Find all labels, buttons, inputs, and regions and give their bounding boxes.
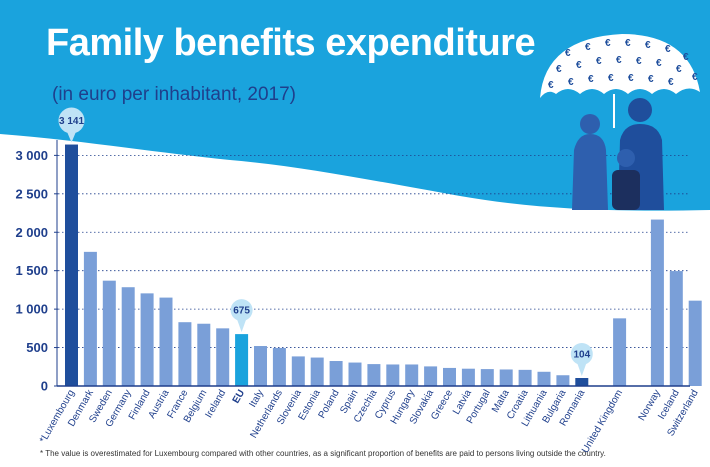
callout-pointer [576,362,587,377]
callout-bubble [570,343,593,366]
svg-text:€: € [585,42,591,53]
y-tick-label: 500 [26,340,48,355]
svg-text:€: € [668,77,674,88]
bar-romania [575,378,589,386]
bar-lithuania [537,371,551,386]
bar-eu [235,334,249,386]
bar-luxembourg [65,144,78,386]
bar-austria [159,297,173,386]
umbrella-canopy [540,34,700,98]
person-woman-head [580,114,600,134]
svg-text:€: € [645,40,651,51]
bar-greece [443,367,456,386]
svg-text:€: € [683,52,689,63]
svg-text:€: € [608,73,614,84]
svg-text:€: € [568,77,574,88]
svg-text:€: € [625,38,631,49]
umbrella-family-illustration: €€ € € € €€ € € € € € €€€ € € € € € € € [540,34,700,210]
y-tick-label: 3 000 [15,148,48,163]
bar-sweden [102,280,116,386]
bar-germany [121,287,135,386]
person-child-head [617,149,635,167]
bar-hungary [405,364,419,386]
svg-text:€: € [692,72,698,83]
svg-text:€: € [588,74,594,85]
chart-subtitle: (in euro per inhabitant, 2017) [52,84,296,105]
y-tick-label: 1 000 [15,302,48,317]
callout-pointer [236,318,247,333]
bar-netherlands [272,347,286,386]
y-tick-label: 1 500 [15,263,48,278]
callout-bubble [230,299,253,322]
svg-text:€: € [596,56,602,67]
person-man-head [628,98,652,122]
svg-text:€: € [676,64,682,75]
svg-text:€: € [665,44,671,55]
y-tick-label: 2 000 [15,225,48,240]
callout-bubble [58,107,85,134]
bar-cyprus [386,364,400,386]
chart-title: Family benefits expenditure [46,22,536,64]
bar-ireland [216,328,230,386]
bar-united-kingdom [613,318,627,386]
y-tick-label: 2 500 [15,186,48,201]
data-label-romania: 104 [573,350,590,361]
data-callouts: 3 141 675 104 [58,107,593,377]
callout-pointer [66,130,77,143]
euro-pattern: €€ € € € €€ € € € € € €€€ € € € € € € € [548,38,698,91]
person-woman-body [572,134,608,210]
y-tick-labels: 0 500 1 000 1 500 2 000 2 500 3 000 [15,148,48,394]
x-tick-label-italy: Italy [247,388,266,409]
svg-text:€: € [656,58,662,69]
bar-iceland [669,271,683,386]
bar-latvia [461,368,475,386]
bar-italy [254,346,267,386]
bar-norway [650,219,664,386]
bar-belgium [197,323,211,386]
bar-slovenia [291,356,305,386]
svg-text:€: € [576,60,582,71]
svg-text:€: € [616,55,622,66]
svg-text:€: € [636,56,642,67]
bar-croatia [518,369,532,386]
bar-denmark [83,251,97,386]
bar-bulgaria [556,375,570,386]
bar-czechia [367,364,381,386]
footnote: * The value is overestimated for Luxembo… [40,449,606,458]
svg-text:€: € [628,73,634,84]
svg-text:€: € [548,80,554,91]
bar-spain [348,362,362,386]
bar-france [178,322,192,386]
svg-text:€: € [605,38,611,49]
data-label-luxembourg: 3 141 [59,116,84,127]
svg-text:€: € [556,64,562,75]
bar-portugal [480,369,494,386]
x-tick-label-eu: EU [231,388,247,406]
svg-text:€: € [565,48,571,59]
bar-finland [140,293,154,386]
person-child-body [612,170,640,210]
bar-malta [499,369,513,386]
x-tick-labels: *LuxembourgDenmarkSwedenGermanyFinlandAu… [38,387,701,455]
header-background [0,0,710,211]
bar-switzerland [688,300,702,386]
bar-poland [329,361,343,386]
bars [65,144,702,386]
bar-slovakia [424,366,438,386]
x-tick-label-united-kingdom: United Kingdom [580,388,625,455]
svg-text:€: € [648,74,654,85]
data-label-eu: 675 [233,306,250,317]
bar-estonia [310,357,324,386]
y-tick-label: 0 [41,379,48,394]
